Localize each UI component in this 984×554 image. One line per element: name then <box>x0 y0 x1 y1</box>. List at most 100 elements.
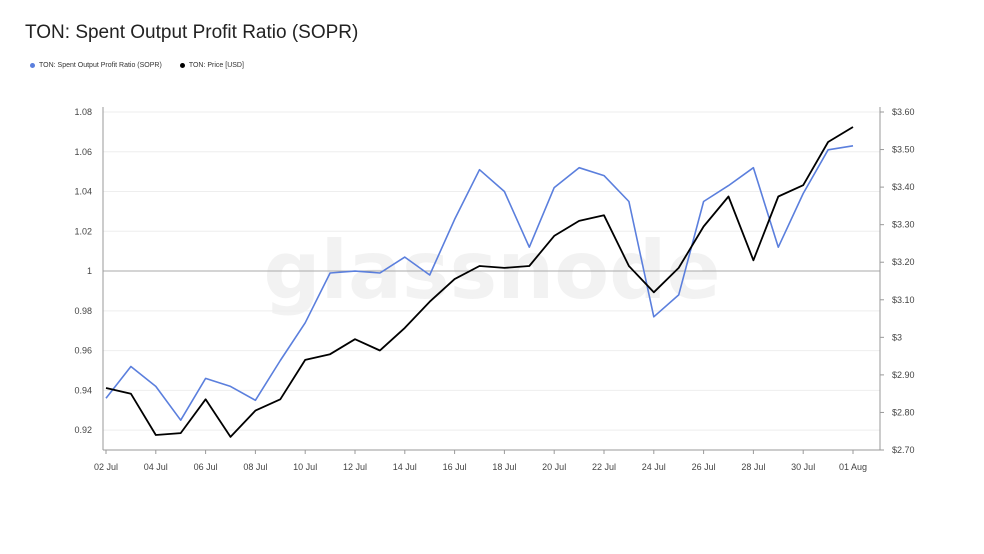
price-point <box>279 398 281 400</box>
x-tick-label: 06 Jul <box>194 462 218 472</box>
chart-title: TON: Spent Output Profit Ratio (SOPR) <box>25 22 359 43</box>
price-point <box>429 301 431 303</box>
price-point <box>653 291 655 293</box>
sopr-point <box>329 272 331 274</box>
x-tick-label: 08 Jul <box>243 462 267 472</box>
y-right-tick-label: $3.50 <box>892 145 915 155</box>
sopr-point <box>777 246 779 248</box>
price-point <box>254 410 256 412</box>
x-tick-label: 14 Jul <box>393 462 417 472</box>
sopr-point <box>254 399 256 401</box>
price-point <box>130 393 132 395</box>
sopr-point <box>230 385 232 387</box>
x-tick-label: 24 Jul <box>642 462 666 472</box>
sopr-point <box>802 193 804 195</box>
sopr-point <box>105 397 107 399</box>
x-tick-label: 22 Jul <box>592 462 616 472</box>
price-point <box>379 349 381 351</box>
sopr-point <box>155 385 157 387</box>
x-tick-label: 30 Jul <box>791 462 815 472</box>
y-right-tick-label: $3.60 <box>892 107 915 117</box>
sopr-point <box>678 294 680 296</box>
price-point <box>678 267 680 269</box>
price-point <box>603 214 605 216</box>
legend-dot-price <box>179 63 185 68</box>
series-line-sopr <box>105 145 854 422</box>
price-point <box>777 196 779 198</box>
price-point <box>454 278 456 280</box>
price-point <box>528 265 530 267</box>
x-tick-label: 26 Jul <box>692 462 716 472</box>
price-point <box>728 196 730 198</box>
y-left-tick-label: 0.98 <box>74 306 92 316</box>
y-left-tick-label: 1.04 <box>74 187 92 197</box>
x-tick-label: 28 Jul <box>741 462 765 472</box>
price-point <box>752 259 754 261</box>
y-left-tick-label: 0.92 <box>74 425 92 435</box>
y-right-tick-label: $3.30 <box>892 220 915 230</box>
price-point <box>578 220 580 222</box>
price-point <box>628 265 630 267</box>
price-point <box>329 353 331 355</box>
y-right-tick-label: $3.20 <box>892 257 915 267</box>
legend: TON: Spent Output Profit Ratio (SOPR) TO… <box>30 62 244 69</box>
price-point <box>852 126 854 128</box>
y-right-tick-label: $2.90 <box>892 370 915 380</box>
legend-dot-sopr <box>30 63 35 68</box>
sopr-point <box>528 246 530 248</box>
x-tick-label: 04 Jul <box>144 462 168 472</box>
sopr-point <box>279 360 281 362</box>
x-tick-label: 12 Jul <box>343 462 367 472</box>
sopr-point <box>503 191 505 193</box>
y-left-tick-label: 1 <box>87 266 92 276</box>
sopr-point <box>752 167 754 169</box>
price-point <box>404 327 406 329</box>
sopr-point <box>827 149 829 151</box>
sopr-point <box>429 274 431 276</box>
sopr-point <box>728 185 730 187</box>
series-line-price <box>105 126 854 438</box>
sopr-point <box>703 200 705 202</box>
price-point <box>230 436 232 438</box>
y-left-tick-label: 1.06 <box>74 147 92 157</box>
price-point <box>105 387 107 389</box>
sopr-point <box>404 256 406 258</box>
price-point <box>304 359 306 361</box>
sopr-point <box>205 377 207 379</box>
sopr-point <box>479 169 481 171</box>
x-tick-label: 18 Jul <box>492 462 516 472</box>
y-left-tick-label: 0.96 <box>74 346 92 356</box>
sopr-point <box>653 316 655 318</box>
sopr-point <box>180 419 182 421</box>
y-left-tick-label: 1.08 <box>74 107 92 117</box>
watermark: glassnode <box>263 224 720 317</box>
y-left-tick-label: 0.94 <box>74 385 92 395</box>
legend-label-sopr: TON: Spent Output Profit Ratio (SOPR) <box>39 62 162 69</box>
x-tick-label: 10 Jul <box>293 462 317 472</box>
x-tick-label: 01 Aug <box>839 462 867 472</box>
x-tick-label: 16 Jul <box>443 462 467 472</box>
legend-label-price: TON: Price [USD] <box>188 62 244 69</box>
price-point <box>155 434 157 436</box>
price-point <box>553 235 555 237</box>
y-right-tick-label: $3.40 <box>892 182 915 192</box>
sopr-point <box>852 145 854 147</box>
y-right-tick-label: $2.80 <box>892 407 915 417</box>
price-point <box>802 184 804 186</box>
x-tick-label: 02 Jul <box>94 462 118 472</box>
y-right-tick-label: $2.70 <box>892 445 915 455</box>
sopr-point <box>553 187 555 189</box>
sopr-point <box>454 218 456 220</box>
price-point <box>180 432 182 434</box>
y-left-tick-label: 1.02 <box>74 226 92 236</box>
price-point <box>479 265 481 267</box>
y-right-tick-label: $3.10 <box>892 295 915 305</box>
legend-item-price[interactable]: TON: Price [USD] <box>179 62 244 69</box>
sopr-point <box>578 167 580 169</box>
legend-item-sopr[interactable]: TON: Spent Output Profit Ratio (SOPR) <box>30 62 162 69</box>
price-point <box>827 141 829 143</box>
sopr-point <box>603 175 605 177</box>
y-right-tick-label: $3 <box>892 332 902 342</box>
sopr-point <box>379 272 381 274</box>
